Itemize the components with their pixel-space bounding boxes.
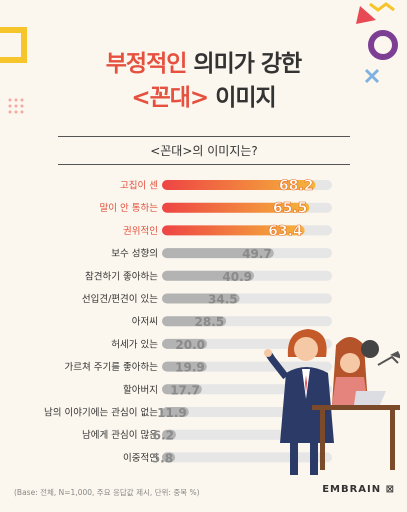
bar-track — [162, 452, 332, 463]
title-highlight-2: <꼰대> — [131, 85, 209, 111]
category-label: 허세가 있는 — [111, 338, 158, 350]
bar — [162, 225, 305, 236]
divider-bottom — [58, 164, 350, 165]
value-label: 5.8 — [152, 451, 173, 465]
bar — [162, 452, 176, 463]
value-label: 68.2 — [279, 178, 314, 194]
bar — [162, 293, 240, 304]
chart-title: <꼰대>의 이미지는? — [150, 144, 258, 158]
title-text-2: 이미지 — [208, 85, 276, 111]
value-label: 49.7 — [242, 247, 272, 261]
bar — [162, 384, 202, 395]
value-label: 34.5 — [208, 293, 238, 307]
bar-chart: 고집이 센 68.2 말이 안 통하는 65.5 권위적인 63.4 보수 성향의 49.7 참… — [44, 178, 332, 465]
ring-deco — [368, 30, 398, 60]
illustration-people — [264, 329, 400, 475]
value-label: 6.2 — [153, 429, 174, 443]
bar — [162, 248, 274, 259]
yellow-square-deco — [0, 27, 27, 63]
category-label: 고집이 센 — [120, 180, 158, 192]
category-label: 아저씨 — [132, 317, 158, 328]
woman-standing-figure — [264, 329, 334, 475]
value-label: 19.9 — [175, 361, 205, 375]
page-title-line2: <꼰대> 이미지 — [0, 78, 407, 112]
category-label: 할아버지 — [123, 385, 158, 396]
category-label: 말이 안 통하는 — [100, 202, 159, 214]
divider-top — [58, 136, 350, 137]
bar — [162, 407, 189, 417]
desk-figure — [312, 337, 400, 470]
dots-grid-deco — [8, 98, 24, 114]
footer-note: (Base: 전체, N=1,000, 주요 응답값 제시, 단위: 중복 %) — [14, 488, 200, 497]
category-label: 남에게 관심이 많은 — [82, 430, 158, 441]
brand-logo: EMBRAIN ⊠ — [322, 484, 395, 495]
category-label: 보수 성향의 — [111, 248, 158, 260]
value-label: 63.4 — [268, 223, 303, 239]
bar — [162, 180, 316, 190]
triangle-deco — [356, 6, 376, 24]
title-text-1: 의미가 강한 — [186, 51, 302, 77]
category-label: 가르쳐 주기를 좋아하는 — [65, 361, 159, 373]
value-label: 65.5 — [273, 201, 308, 217]
category-label: 선입견/편견이 있는 — [82, 293, 158, 305]
value-label: 11.9 — [157, 406, 187, 420]
value-label: 20.0 — [175, 338, 205, 352]
x-mark-deco — [364, 68, 380, 84]
value-label: 28.5 — [195, 315, 225, 329]
category-label: 이중적인 — [123, 452, 158, 464]
title-highlight-1: 부정적인 — [105, 51, 188, 77]
zigzag-deco — [369, 2, 395, 12]
category-label: 참견하기 좋아하는 — [85, 270, 158, 282]
bar — [162, 270, 255, 281]
category-label: 권위적인 — [123, 225, 158, 237]
page-title-line1: 부정적인 의미가 강한 — [0, 44, 407, 78]
bar — [162, 338, 207, 349]
brand-name: EMBRAIN — [322, 484, 382, 495]
value-label: 40.9 — [222, 270, 252, 284]
decoration-shapes — [0, 2, 398, 114]
category-label: 남의 이야기에는 관심이 없는 — [44, 407, 158, 419]
value-label: 17.7 — [170, 383, 200, 397]
bar — [162, 202, 310, 213]
bar — [162, 361, 207, 372]
brand-x-icon: ⊠ — [385, 484, 395, 495]
bar — [162, 429, 176, 440]
bar — [162, 316, 227, 327]
